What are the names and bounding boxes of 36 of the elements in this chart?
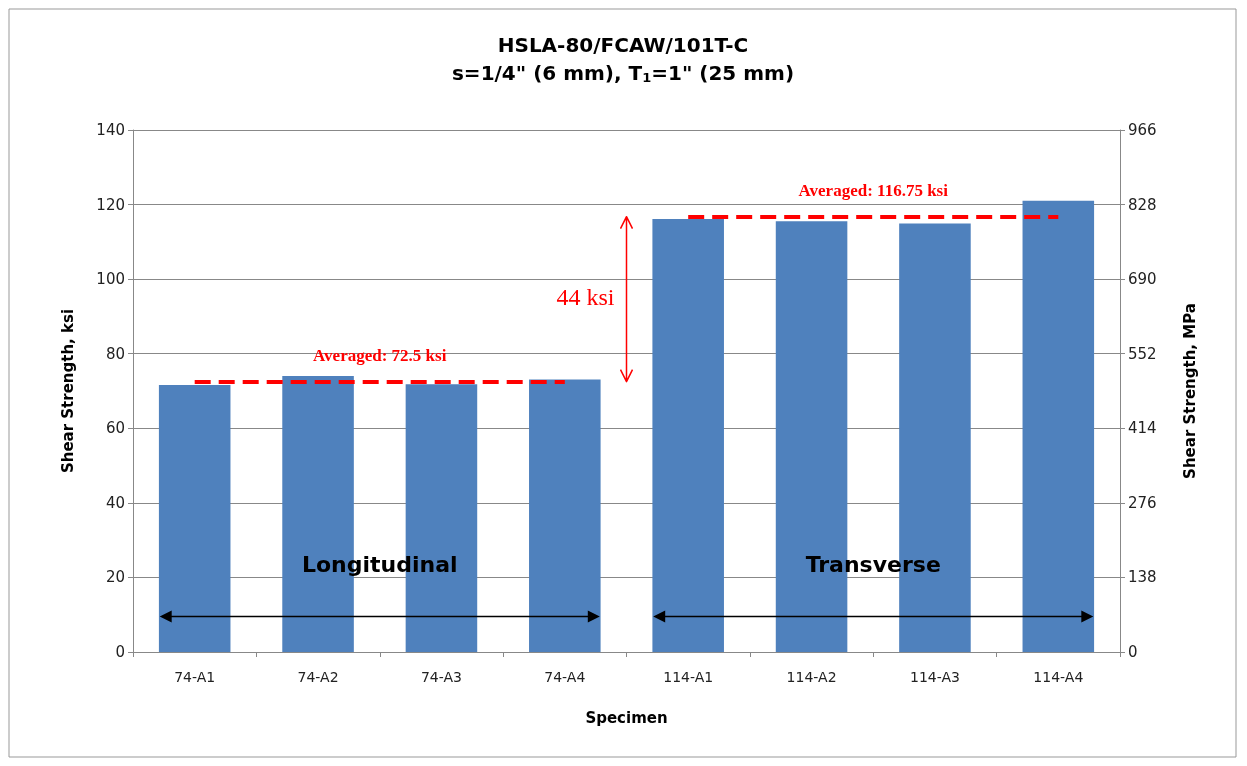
x-axis-title: Specimen bbox=[585, 708, 668, 727]
y-tick-label: 80 bbox=[105, 344, 125, 363]
x-tick-label: 74-A2 bbox=[297, 669, 339, 685]
y2-tick-label: 0 bbox=[1128, 643, 1138, 661]
y-axis-title: Shear Strength, ksi bbox=[58, 308, 77, 474]
chart-subtitle: s=1/4" (6 mm), T1=1" (25 mm) bbox=[451, 60, 795, 85]
y2-tick-label: 414 bbox=[1128, 419, 1157, 438]
y2-tick-label: 966 bbox=[1128, 121, 1157, 139]
x-tick-label: 114-A4 bbox=[1033, 669, 1084, 685]
ref-line-label: Averaged: 116.75 ksi bbox=[798, 180, 949, 200]
y2-tick-label: 552 bbox=[1128, 344, 1157, 363]
bar bbox=[1022, 200, 1095, 652]
bar bbox=[529, 379, 601, 652]
bar bbox=[652, 219, 724, 652]
chart-title: HSLA-80/FCAW/101T-C bbox=[497, 33, 749, 57]
x-tick-label: 114-A3 bbox=[909, 669, 960, 685]
y-tick-label: 120 bbox=[96, 195, 125, 214]
y2-tick-label: 276 bbox=[1128, 493, 1157, 512]
x-tick-label: 74-A1 bbox=[174, 669, 216, 685]
y-tick-label: 40 bbox=[105, 493, 125, 512]
ref-line-label: Averaged: 72.5 ksi bbox=[313, 345, 447, 365]
bar bbox=[158, 385, 231, 652]
y-tick-label: 140 bbox=[96, 121, 125, 139]
y2-tick-label: 138 bbox=[1128, 568, 1157, 587]
y-tick-label: 20 bbox=[105, 568, 125, 587]
y2-axis-title: Shear Strength, MPa bbox=[1180, 303, 1199, 479]
x-tick-label: 74-A3 bbox=[420, 669, 462, 685]
y-tick-label: 60 bbox=[105, 419, 125, 438]
annotation: 44 ksi bbox=[556, 283, 615, 310]
y2-tick-label: 828 bbox=[1128, 195, 1157, 214]
x-tick-label: 114-A1 bbox=[663, 669, 714, 685]
x-tick-label: 114-A2 bbox=[786, 669, 837, 685]
y-tick-label: 100 bbox=[96, 270, 125, 289]
y2-tick-label: 690 bbox=[1128, 270, 1157, 289]
y-tick-label: 0 bbox=[115, 643, 125, 661]
x-tick-label: 74-A4 bbox=[544, 669, 586, 685]
